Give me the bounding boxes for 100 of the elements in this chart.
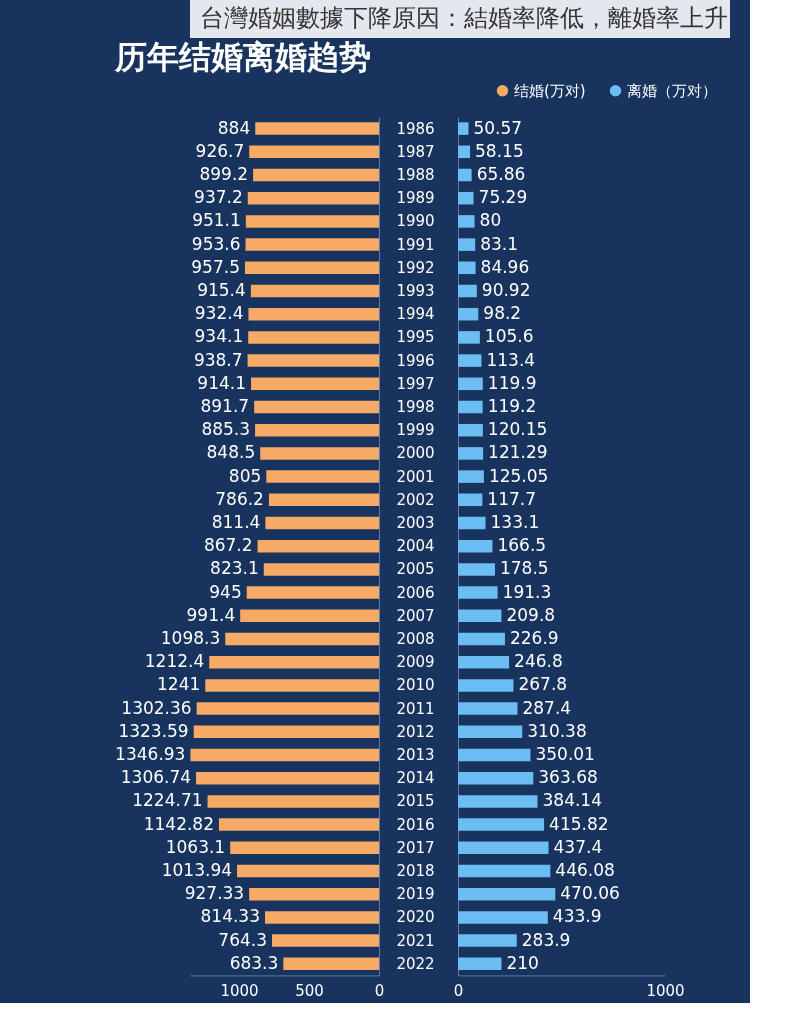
bar	[196, 771, 379, 785]
bar	[458, 934, 517, 947]
bar	[196, 702, 379, 715]
y-tick-label: 1986	[396, 119, 435, 138]
y-tick-label: 2017	[396, 838, 435, 857]
data-label: 814.33	[200, 906, 260, 927]
bar	[458, 841, 549, 855]
data-label: 786.2	[215, 488, 264, 509]
data-label: 1306.74	[120, 767, 192, 788]
data-label: 191.3	[502, 581, 552, 602]
bar	[458, 818, 545, 831]
bar	[458, 725, 523, 739]
bar	[255, 122, 379, 135]
chart-subtitle: 历年结婚离婚趋势	[114, 38, 372, 76]
data-label: 884	[217, 117, 251, 138]
y-tick-label: 2020	[396, 908, 435, 927]
data-label: 90.92	[481, 280, 531, 300]
bar	[264, 911, 379, 924]
data-label: 891.7	[200, 396, 250, 416]
data-label: 1063.1	[165, 836, 226, 857]
bar	[244, 261, 379, 275]
data-label: 811.4	[211, 512, 261, 532]
y-tick-label: 1998	[396, 398, 435, 416]
bar	[268, 493, 379, 507]
y-tick-label: 1995	[396, 328, 435, 347]
bar	[458, 493, 483, 507]
legend-label: 离婚（万对）	[627, 81, 717, 100]
bar	[207, 795, 379, 808]
y-tick-label: 2010	[396, 676, 435, 695]
data-label: 363.68	[538, 767, 598, 788]
data-label: 117.7	[487, 488, 537, 509]
data-label: 927.33	[184, 883, 245, 904]
bar	[458, 887, 556, 901]
data-label: 1013.94	[161, 860, 233, 880]
bar	[458, 122, 469, 135]
bar	[253, 168, 379, 182]
bar	[458, 400, 483, 414]
y-tick-label: 1988	[396, 166, 435, 184]
data-label: 885.3	[201, 419, 251, 440]
data-label: 914.1	[197, 372, 247, 393]
y-tick-label: 1991	[396, 235, 435, 254]
data-label: 926.7	[195, 140, 245, 161]
data-label: 764.3	[218, 929, 267, 950]
data-label: 938.7	[193, 349, 243, 370]
data-label: 121.29	[488, 442, 548, 463]
bar	[240, 609, 379, 623]
data-label: 1241	[156, 674, 201, 695]
data-label: 283.9	[521, 929, 571, 950]
bar	[254, 400, 379, 414]
bar	[458, 702, 518, 715]
data-label: 932.4	[194, 303, 244, 324]
bar	[219, 818, 379, 831]
y-tick-label: 2007	[396, 606, 435, 625]
bar	[458, 911, 548, 924]
bar	[458, 563, 495, 576]
data-label: 98.2	[483, 303, 522, 324]
y-tick-label: 2013	[396, 746, 435, 764]
bar	[458, 331, 480, 344]
data-label: 1224.71	[132, 790, 203, 811]
bar	[458, 168, 472, 182]
bar	[458, 447, 484, 460]
data-label: 246.8	[514, 651, 563, 672]
y-tick-label: 2019	[396, 885, 435, 904]
bar	[257, 539, 379, 553]
data-label: 953.6	[191, 233, 241, 254]
bar	[266, 470, 379, 483]
data-label: 915.4	[197, 280, 246, 300]
data-label: 178.5	[499, 558, 549, 579]
bar	[245, 215, 379, 228]
y-tick-label: 2018	[396, 862, 435, 880]
data-label: 119.9	[487, 372, 537, 393]
bar	[458, 539, 493, 553]
y-tick-label: 2000	[396, 444, 435, 463]
bar	[458, 864, 551, 878]
data-label: 84.96	[480, 256, 530, 277]
y-tick-label: 1996	[396, 351, 435, 370]
data-label: 848.5	[206, 442, 256, 463]
data-label: 226.9	[509, 628, 559, 648]
bar	[193, 725, 379, 739]
y-tick-label: 1990	[396, 212, 435, 231]
bar	[190, 748, 379, 762]
bar	[458, 261, 476, 275]
data-label: 125.05	[488, 465, 549, 486]
data-label: 945	[209, 581, 242, 602]
bar	[255, 423, 379, 437]
data-label: 1098.3	[160, 628, 221, 648]
data-label: 133.1	[490, 512, 540, 532]
x-tick-label: 1000	[646, 981, 685, 1000]
data-label: 166.5	[497, 535, 547, 556]
data-label: 1212.4	[144, 651, 205, 672]
bar	[247, 354, 379, 367]
bar	[458, 957, 502, 971]
bar	[251, 377, 379, 391]
bar	[248, 331, 379, 344]
data-label: 937.2	[194, 187, 243, 208]
data-label: 384.14	[542, 790, 602, 811]
data-label: 210	[506, 952, 539, 973]
data-label: 209.8	[506, 604, 556, 625]
bar	[248, 307, 379, 321]
bar	[237, 864, 379, 878]
